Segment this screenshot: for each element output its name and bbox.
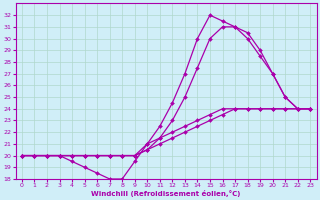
X-axis label: Windchill (Refroidissement éolien,°C): Windchill (Refroidissement éolien,°C) <box>92 190 241 197</box>
